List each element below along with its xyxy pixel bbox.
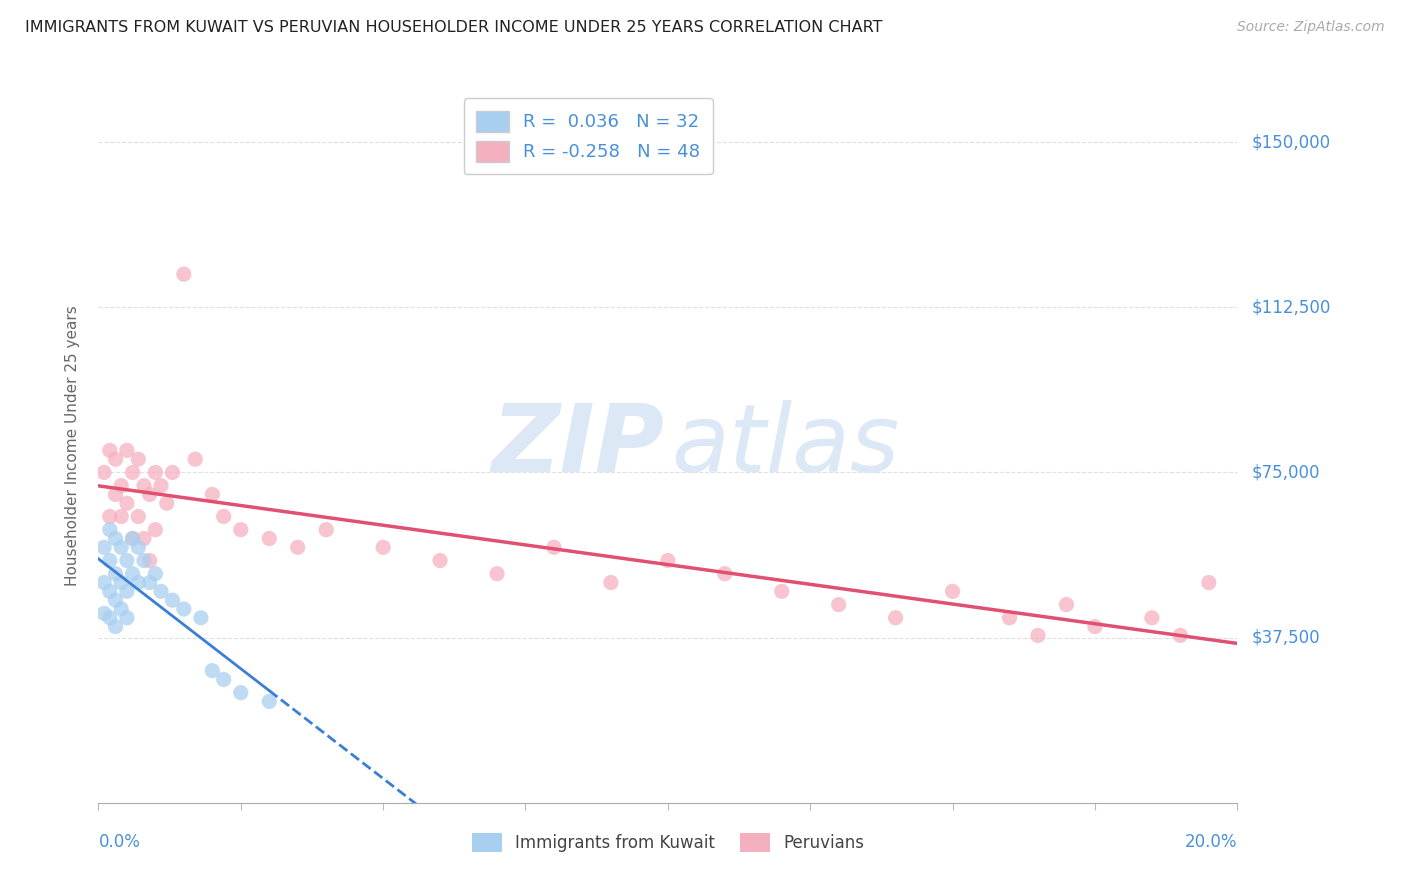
Point <box>373 541 395 555</box>
Point <box>201 664 224 678</box>
Point <box>229 523 252 537</box>
Point <box>884 611 907 625</box>
Point <box>115 553 138 567</box>
Point <box>98 509 121 524</box>
Point <box>110 541 132 555</box>
Point <box>201 487 224 501</box>
Point <box>162 593 184 607</box>
Y-axis label: Householder Income Under 25 years: Householder Income Under 25 years <box>65 306 80 586</box>
Point <box>145 566 167 581</box>
Point <box>543 541 565 555</box>
Point <box>93 575 115 590</box>
Point <box>110 509 132 524</box>
Text: ZIP: ZIP <box>492 400 665 492</box>
Point <box>486 566 509 581</box>
Point <box>1056 598 1078 612</box>
Point <box>1170 628 1192 642</box>
Text: $150,000: $150,000 <box>1251 133 1330 151</box>
Point <box>127 452 149 467</box>
Point <box>138 553 160 567</box>
Point <box>110 602 132 616</box>
Text: 0.0%: 0.0% <box>98 833 141 851</box>
Text: $75,000: $75,000 <box>1251 464 1320 482</box>
Point <box>1140 611 1163 625</box>
Point <box>229 686 252 700</box>
Point <box>127 509 149 524</box>
Point <box>156 496 179 510</box>
Point <box>110 478 132 492</box>
Text: 20.0%: 20.0% <box>1185 833 1237 851</box>
Point <box>93 541 115 555</box>
Point <box>259 694 281 708</box>
Point <box>115 443 138 458</box>
Point <box>600 575 623 590</box>
Point <box>127 541 149 555</box>
Point <box>98 584 121 599</box>
Point <box>121 532 143 546</box>
Point <box>98 443 121 458</box>
Point <box>145 466 167 480</box>
Point <box>1084 619 1107 633</box>
Point <box>212 673 235 687</box>
Point <box>315 523 337 537</box>
Point <box>127 575 149 590</box>
Point <box>98 553 121 567</box>
Text: Source: ZipAtlas.com: Source: ZipAtlas.com <box>1237 20 1385 34</box>
Point <box>104 619 127 633</box>
Point <box>132 478 155 492</box>
Point <box>173 602 195 616</box>
Point <box>259 532 281 546</box>
Point <box>828 598 851 612</box>
Point <box>138 575 160 590</box>
Point <box>93 466 115 480</box>
Legend: Immigrants from Kuwait, Peruvians: Immigrants from Kuwait, Peruvians <box>465 826 870 859</box>
Point <box>98 611 121 625</box>
Text: $112,500: $112,500 <box>1251 298 1330 317</box>
Point <box>115 611 138 625</box>
Point <box>287 541 309 555</box>
Text: atlas: atlas <box>671 401 900 491</box>
Point <box>184 452 207 467</box>
Point <box>1026 628 1049 642</box>
Point <box>104 593 127 607</box>
Point <box>98 523 121 537</box>
Point <box>942 584 965 599</box>
Point <box>121 532 143 546</box>
Point <box>121 466 143 480</box>
Point <box>1198 575 1220 590</box>
Text: IMMIGRANTS FROM KUWAIT VS PERUVIAN HOUSEHOLDER INCOME UNDER 25 YEARS CORRELATION: IMMIGRANTS FROM KUWAIT VS PERUVIAN HOUSE… <box>25 20 883 35</box>
Point <box>150 478 173 492</box>
Point <box>93 607 115 621</box>
Point <box>104 532 127 546</box>
Point <box>104 487 127 501</box>
Point <box>212 509 235 524</box>
Point <box>998 611 1021 625</box>
Point <box>115 496 138 510</box>
Point <box>190 611 212 625</box>
Point <box>770 584 793 599</box>
Point <box>138 487 160 501</box>
Point <box>145 523 167 537</box>
Point <box>132 532 155 546</box>
Point <box>657 553 679 567</box>
Point <box>173 267 195 281</box>
Point <box>162 466 184 480</box>
Point <box>110 575 132 590</box>
Point <box>104 566 127 581</box>
Point <box>150 584 173 599</box>
Point <box>714 566 737 581</box>
Point <box>121 566 143 581</box>
Point <box>104 452 127 467</box>
Point <box>115 584 138 599</box>
Point <box>429 553 451 567</box>
Point <box>132 553 155 567</box>
Text: $37,500: $37,500 <box>1251 629 1320 647</box>
